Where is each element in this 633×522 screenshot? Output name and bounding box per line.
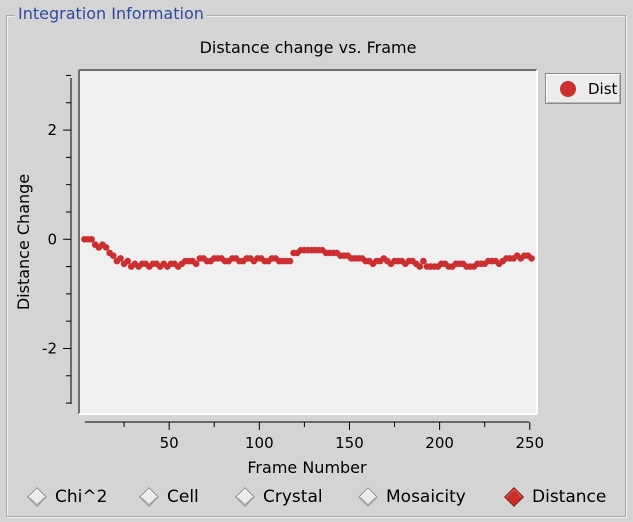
- data-point: [124, 257, 131, 265]
- plot-selector-radio-group: Chi^2 Cell Crystal Mosaicity Distance: [0, 484, 633, 510]
- x-axis-label: Frame Number: [247, 458, 367, 477]
- data-point: [109, 252, 117, 259]
- y-axis-label: Distance Change: [14, 174, 33, 310]
- data-point: [528, 255, 535, 262]
- y-tick-label: 2: [47, 121, 57, 139]
- radio-label: Crystal: [263, 487, 323, 507]
- group-title: Integration Information: [15, 4, 207, 24]
- x-tick-label: 100: [245, 434, 274, 452]
- radio-button-icon[interactable]: [235, 487, 255, 507]
- legend-label: Dist: [588, 80, 618, 98]
- y-tick-label: -2: [42, 339, 57, 357]
- radio-label: Mosaicity: [386, 487, 466, 507]
- chart-title: Distance change vs. Frame: [200, 38, 417, 57]
- y-tick-label: 0: [47, 230, 57, 248]
- radio-cell[interactable]: Cell: [139, 484, 199, 510]
- radio-mosaicity[interactable]: Mosaicity: [358, 484, 466, 510]
- x-tick-label: 50: [160, 434, 179, 452]
- legend-marker-icon: [560, 81, 576, 97]
- x-tick-label: 150: [335, 434, 364, 452]
- radio-label: Chi^2: [55, 487, 108, 507]
- x-tick-label: 200: [425, 434, 454, 452]
- radio-label: Distance: [532, 487, 607, 507]
- radio-button-icon[interactable]: [139, 487, 159, 507]
- radio-crystal[interactable]: Crystal: [235, 484, 323, 510]
- radio-distance[interactable]: Distance: [504, 484, 607, 510]
- radio-label: Cell: [167, 487, 199, 507]
- data-point: [117, 255, 124, 262]
- plot-area: [79, 70, 537, 414]
- data-point: [102, 244, 110, 251]
- radio-chi2[interactable]: Chi^2: [27, 484, 108, 510]
- radio-button-icon[interactable]: [358, 487, 378, 507]
- chart-legend: Dist: [545, 73, 621, 104]
- integration-group-box: [6, 15, 626, 517]
- data-point: [88, 235, 95, 243]
- data-point: [286, 257, 294, 265]
- data-point: [192, 260, 200, 268]
- radio-button-icon[interactable]: [504, 487, 524, 507]
- data-point: [416, 263, 424, 270]
- radio-button-icon[interactable]: [27, 487, 47, 507]
- data-point: [420, 257, 427, 265]
- x-tick-label: 250: [515, 434, 544, 452]
